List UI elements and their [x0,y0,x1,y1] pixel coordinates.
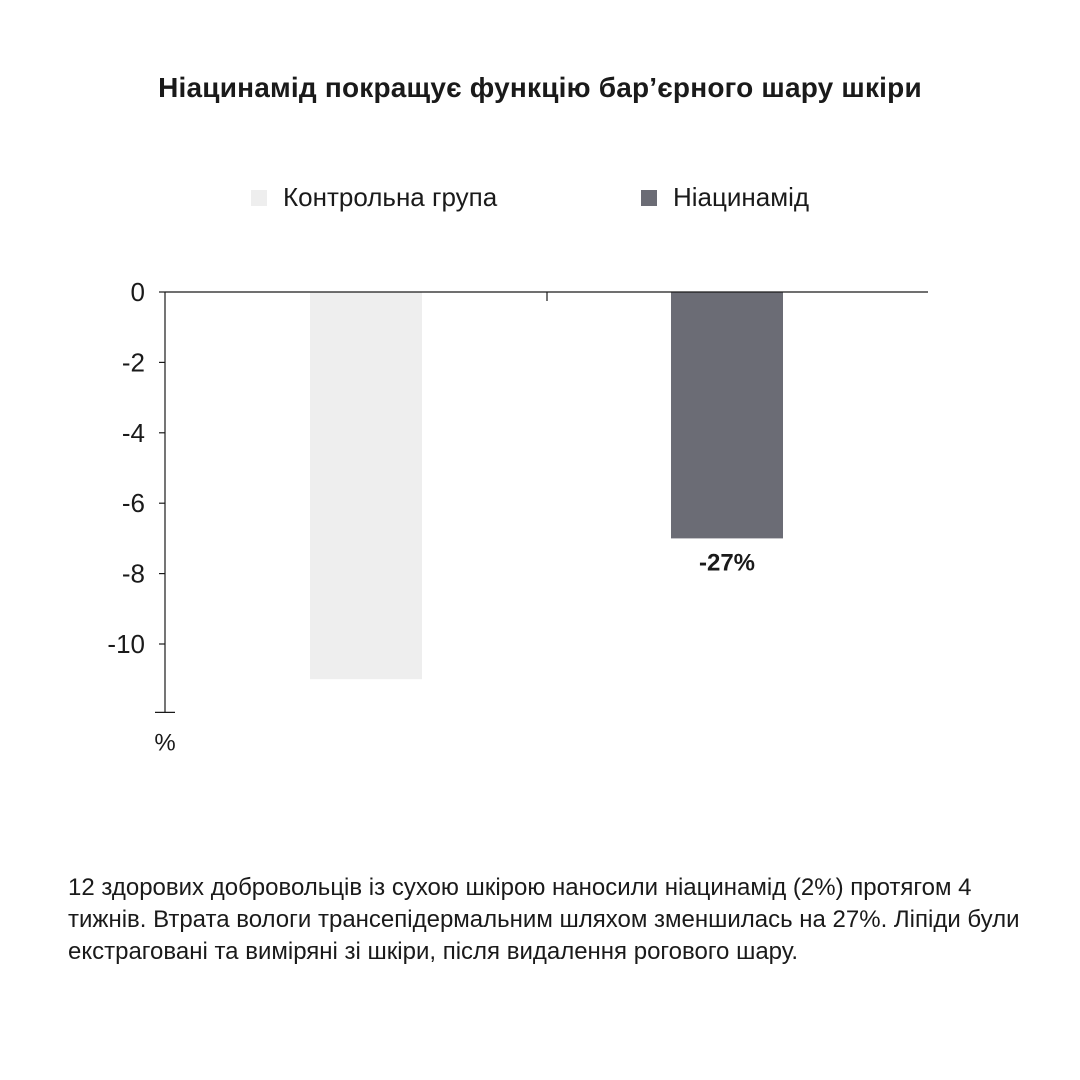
legend-swatch-niacinamide [641,189,657,206]
y-tick-label-0: 0 [131,277,145,307]
y-tick-label-2: -4 [122,418,145,448]
legend-item-control: Контрольна група [251,182,497,213]
y-tick-label-4: -8 [122,559,145,589]
bar-value-label-1: -27% [699,549,755,576]
chart-title: Ніацинамід покращує функцію бар’єрного ш… [158,72,922,103]
bar-1 [671,292,783,539]
study-note: 12 здорових добровольців із сухою шкірою… [68,874,1020,965]
legend-label-control: Контрольна група [283,182,498,212]
legend-label-niacinamide: Ніацинамід [673,182,810,212]
y-axis-unit-label: % [154,729,175,756]
bar-0 [310,292,422,680]
y-tick-label-5: -10 [107,629,145,659]
y-tick-label-1: -2 [122,347,145,377]
legend-swatch-control [251,189,267,206]
bar-chart: -27% 0 -2 -4 -6 -8 -10% [107,277,928,756]
y-tick-label-3: -6 [122,488,145,518]
legend-item-niacinamide: Ніацинамід [641,182,809,213]
chart-legend: Контрольна група Ніацинамід [0,182,1080,216]
